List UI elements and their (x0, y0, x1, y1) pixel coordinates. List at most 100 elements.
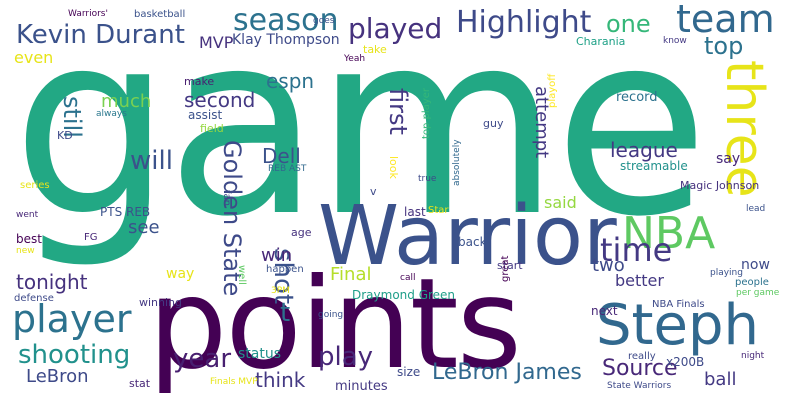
word-stat: stat (129, 377, 151, 390)
word-series: series (20, 180, 50, 191)
word-said: said (544, 193, 577, 212)
word-three: three (714, 60, 774, 198)
word-back: back (458, 235, 487, 249)
word-nba: NBA (622, 208, 716, 259)
word-best: best (16, 232, 42, 246)
word-played: played (348, 12, 443, 45)
word-x200b: x200B (666, 355, 705, 369)
word-pts-reb: PTS REB (100, 205, 151, 219)
word-espn: espn (266, 69, 315, 93)
word-finals-mvp: Finals MVP (210, 377, 258, 387)
word-league: league (610, 138, 678, 162)
word-know: know (663, 36, 687, 46)
word-state-warriors: State Warriors (607, 381, 672, 391)
word-reb-ast: REB AST (268, 164, 307, 174)
word-top-player: top player (421, 87, 432, 139)
word-time: time (600, 231, 673, 269)
word-ball: ball (704, 369, 737, 390)
word-points: points (148, 252, 522, 397)
word-take: take (363, 43, 387, 56)
word-next: next (591, 304, 618, 318)
word-status: status (238, 346, 282, 362)
word-age: age (291, 226, 312, 239)
word-will: will (130, 146, 173, 176)
word-lebron: LeBron (26, 366, 89, 387)
word-last: last (404, 205, 426, 219)
word-assist: assist (188, 108, 223, 122)
word-goes: goes (313, 16, 335, 26)
word-season: season (233, 3, 339, 38)
word-field: field (200, 122, 224, 135)
word-source: Source (602, 356, 678, 381)
word-win: win (261, 245, 293, 266)
word-v: v (370, 185, 377, 198)
word-highlight: Highlight (456, 5, 592, 40)
word-winning: winning (139, 296, 183, 309)
word-size: size (397, 365, 421, 379)
word-streamable: streamable (620, 159, 688, 173)
word-went: went (16, 210, 39, 220)
word-warriors: Warriors' (68, 9, 108, 19)
word-kd: KD (57, 129, 73, 142)
word-charania: Charania (576, 35, 626, 48)
word-magic-johnson: Magic Johnson (680, 179, 760, 192)
word-warrior: Warrior (318, 189, 617, 284)
word-fg: FG (84, 232, 98, 243)
word-look: look (387, 156, 400, 179)
word-say: say (716, 151, 741, 167)
word-dell: Dell (262, 144, 301, 168)
word-fan: fan (221, 190, 232, 206)
word-start: start (497, 259, 523, 272)
word-way: way (166, 266, 195, 282)
word-basketball: basketball (134, 9, 186, 20)
word-happen: happen (266, 264, 304, 275)
word-playoff: playoff (547, 73, 558, 108)
word-really: really (628, 351, 656, 362)
word-true: true (418, 174, 437, 184)
word-think: think (255, 368, 306, 392)
word-better: better (615, 271, 664, 290)
word-guy: guy (483, 117, 504, 130)
word-draymond-green: Draymond Green (352, 288, 456, 302)
word-call: call (400, 273, 416, 283)
word-minutes: minutes (335, 379, 388, 394)
word-mvp: MVP (199, 33, 234, 52)
word-see: see (128, 217, 160, 238)
word-player: player (12, 297, 132, 341)
word-yeah: Yeah (344, 54, 366, 64)
word-night: night (741, 351, 765, 361)
word-first: first (384, 88, 412, 135)
word-defense: defense (14, 293, 54, 304)
word-lead: lead (746, 204, 766, 214)
word-people: people (735, 277, 769, 288)
word-tonight: tonight (16, 270, 88, 294)
word-game: game (12, 0, 709, 272)
word-shooting: shooting (18, 340, 131, 370)
word-final: Final (330, 264, 372, 285)
word-always: always (96, 109, 127, 119)
word-record: record (616, 90, 658, 105)
word-klay-thompson: Klay Thompson (232, 32, 340, 48)
word-well: well (236, 265, 247, 285)
word-t: t (280, 298, 291, 328)
word-top: top (704, 32, 744, 60)
word-3pm: 3PM (271, 286, 290, 296)
word-star: Star (428, 205, 449, 216)
word-even: even (14, 48, 54, 67)
word-great: great (500, 255, 511, 282)
word-now: now (741, 257, 770, 273)
word-steph: Steph (596, 293, 759, 358)
word-second: second (184, 88, 256, 112)
word-much: much (101, 91, 152, 112)
word-per-game: per game (736, 288, 780, 298)
word-going: going (318, 310, 344, 320)
word-lebron-james: LeBron James (432, 360, 582, 385)
word-playing: playing (710, 268, 743, 278)
word-two: two (592, 255, 625, 276)
word-nba-finals: NBA Finals (652, 299, 705, 310)
word-make: make (184, 75, 215, 88)
word-year: year (173, 344, 232, 374)
word-one: one (606, 10, 651, 38)
word-team: team (676, 0, 775, 41)
word-play: play (318, 342, 374, 372)
